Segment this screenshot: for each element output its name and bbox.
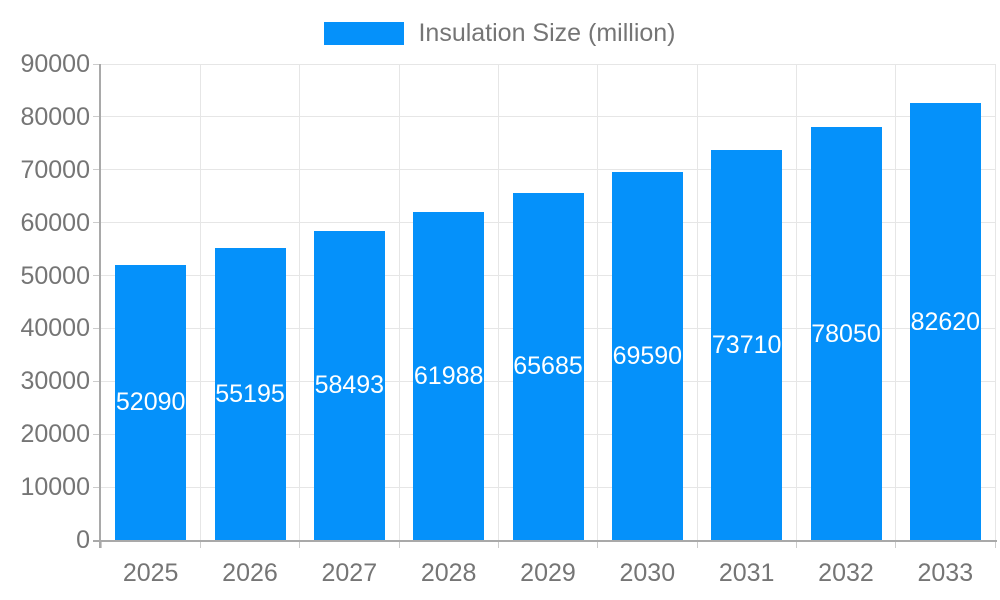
gridline-vertical: [994, 64, 996, 540]
bar-2028[interactable]: [413, 212, 485, 540]
x-axis-tick: [994, 540, 996, 548]
y-axis-tick-label: 50000: [20, 261, 90, 290]
y-axis-tick: [93, 380, 101, 382]
x-axis-tick-label-2027: 2027: [321, 559, 378, 587]
y-axis-tick-label: 80000: [20, 102, 90, 131]
x-axis-tick-label-2028: 2028: [420, 559, 477, 587]
bar-value-label-2030: 69590: [612, 341, 683, 370]
legend-item-insulation-size[interactable]: Insulation Size (million): [324, 19, 676, 47]
legend: Insulation Size (million): [0, 18, 1000, 48]
y-axis-tick: [93, 116, 101, 118]
bar-2033[interactable]: [909, 103, 981, 540]
bar-value-label-2027: 58493: [314, 371, 385, 400]
bar-2027[interactable]: [313, 230, 385, 540]
gridline-horizontal: [101, 63, 995, 65]
gridline-vertical: [795, 64, 797, 540]
y-axis-tick-label: 10000: [20, 473, 90, 502]
y-axis-tick-label: 40000: [20, 314, 90, 343]
x-axis-tick: [895, 540, 897, 548]
y-axis-tick: [93, 63, 101, 65]
y-axis-tick: [93, 433, 101, 435]
y-axis-tick: [93, 222, 101, 224]
y-axis-tick-label: 30000: [20, 367, 90, 396]
gridline-vertical: [696, 64, 698, 540]
y-axis-tick-label: 60000: [20, 208, 90, 237]
x-axis-tick: [696, 540, 698, 548]
x-axis-tick: [497, 540, 499, 548]
bar-2029[interactable]: [512, 192, 584, 540]
x-axis-tick-label-2032: 2032: [818, 559, 874, 587]
x-axis-tick: [100, 540, 102, 548]
y-axis-tick-label: 70000: [20, 155, 90, 184]
bar-value-label-2029: 65685: [513, 352, 583, 381]
bar-value-label-2026: 55195: [215, 380, 285, 409]
x-axis-tick-label-2025: 2025: [122, 559, 179, 587]
bar-2030[interactable]: [611, 171, 683, 540]
gridline-vertical: [895, 64, 897, 540]
y-axis-tick: [93, 327, 101, 329]
gridline-vertical: [497, 64, 499, 540]
x-axis-tick-label-2026: 2026: [222, 559, 278, 587]
y-axis-line: [99, 64, 101, 548]
x-axis-tick: [597, 540, 599, 548]
y-axis-tick-label: 90000: [20, 50, 90, 78]
x-axis-tick-label-2031: 2031: [718, 559, 775, 587]
x-axis-tick: [795, 540, 797, 548]
y-axis-tick: [93, 275, 101, 277]
bar-2032[interactable]: [810, 127, 882, 540]
x-axis-line: [93, 540, 997, 542]
y-axis-tick-label: 0: [76, 526, 90, 554]
y-axis-tick: [93, 486, 101, 488]
bar-2026[interactable]: [214, 248, 286, 540]
bar-value-label-2028: 61988: [413, 362, 484, 391]
legend-label: Insulation Size (million): [418, 19, 676, 47]
gridline-vertical: [299, 64, 301, 540]
x-axis-tick: [199, 540, 201, 548]
x-axis-tick: [299, 540, 301, 548]
y-axis-tick: [93, 169, 101, 171]
legend-color-swatch: [324, 21, 405, 45]
y-axis-tick-label: 20000: [20, 420, 90, 449]
gridline-vertical: [199, 64, 201, 540]
x-axis-tick-label-2033: 2033: [917, 559, 974, 587]
bar-2025[interactable]: [115, 264, 187, 540]
bar-2031[interactable]: [711, 150, 783, 540]
x-axis-tick: [398, 540, 400, 548]
bar-value-label-2025: 52090: [115, 388, 186, 417]
bar-value-label-2032: 78050: [811, 319, 881, 348]
bar-value-label-2031: 73710: [711, 331, 782, 360]
gridline-vertical: [398, 64, 400, 540]
x-axis-tick-label-2030: 2030: [619, 559, 676, 587]
gridline-horizontal: [101, 116, 995, 118]
bar-value-label-2033: 82620: [910, 307, 981, 336]
gridline-horizontal: [101, 169, 995, 171]
gridline-vertical: [597, 64, 599, 540]
x-axis-tick-label-2029: 2029: [520, 559, 576, 587]
